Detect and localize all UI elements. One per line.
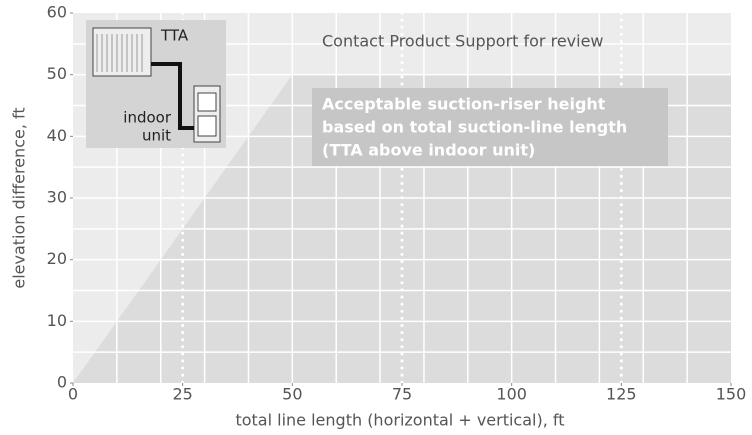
- x-tick-label: 75: [392, 385, 412, 404]
- y-tick-label: 0: [57, 373, 67, 392]
- x-tick-label: 25: [172, 385, 192, 404]
- y-tick-label: 60: [47, 3, 67, 22]
- annotation: Contact Product Support for review: [322, 32, 604, 51]
- inset-label: unit: [142, 127, 171, 145]
- x-tick-label: 100: [496, 385, 527, 404]
- x-tick-label: 150: [716, 385, 747, 404]
- inset-label: indoor: [123, 109, 172, 127]
- inset-label: TTA: [160, 27, 189, 45]
- y-tick-label: 20: [47, 249, 67, 268]
- indoor-panel: [197, 115, 217, 137]
- indoor-panel: [197, 92, 217, 112]
- y-tick-label: 30: [47, 188, 67, 207]
- x-tick-label: 0: [68, 385, 78, 404]
- y-axis-label: elevation difference, ft: [10, 107, 29, 288]
- legend-label: Acceptable suction-riser height: [322, 95, 606, 114]
- legend-label: based on total suction-line length: [322, 118, 627, 137]
- x-axis-label: total line length (horizontal + vertical…: [235, 411, 564, 430]
- refrigerant-line: [151, 62, 194, 130]
- y-tick-label: 40: [47, 126, 67, 145]
- label-box: [312, 88, 668, 166]
- x-tick-label: 50: [282, 385, 302, 404]
- x-tick-label: 125: [606, 385, 637, 404]
- legend-label: (TTA above indoor unit): [322, 141, 535, 160]
- y-tick-label: 10: [47, 311, 67, 330]
- y-tick-label: 50: [47, 64, 67, 83]
